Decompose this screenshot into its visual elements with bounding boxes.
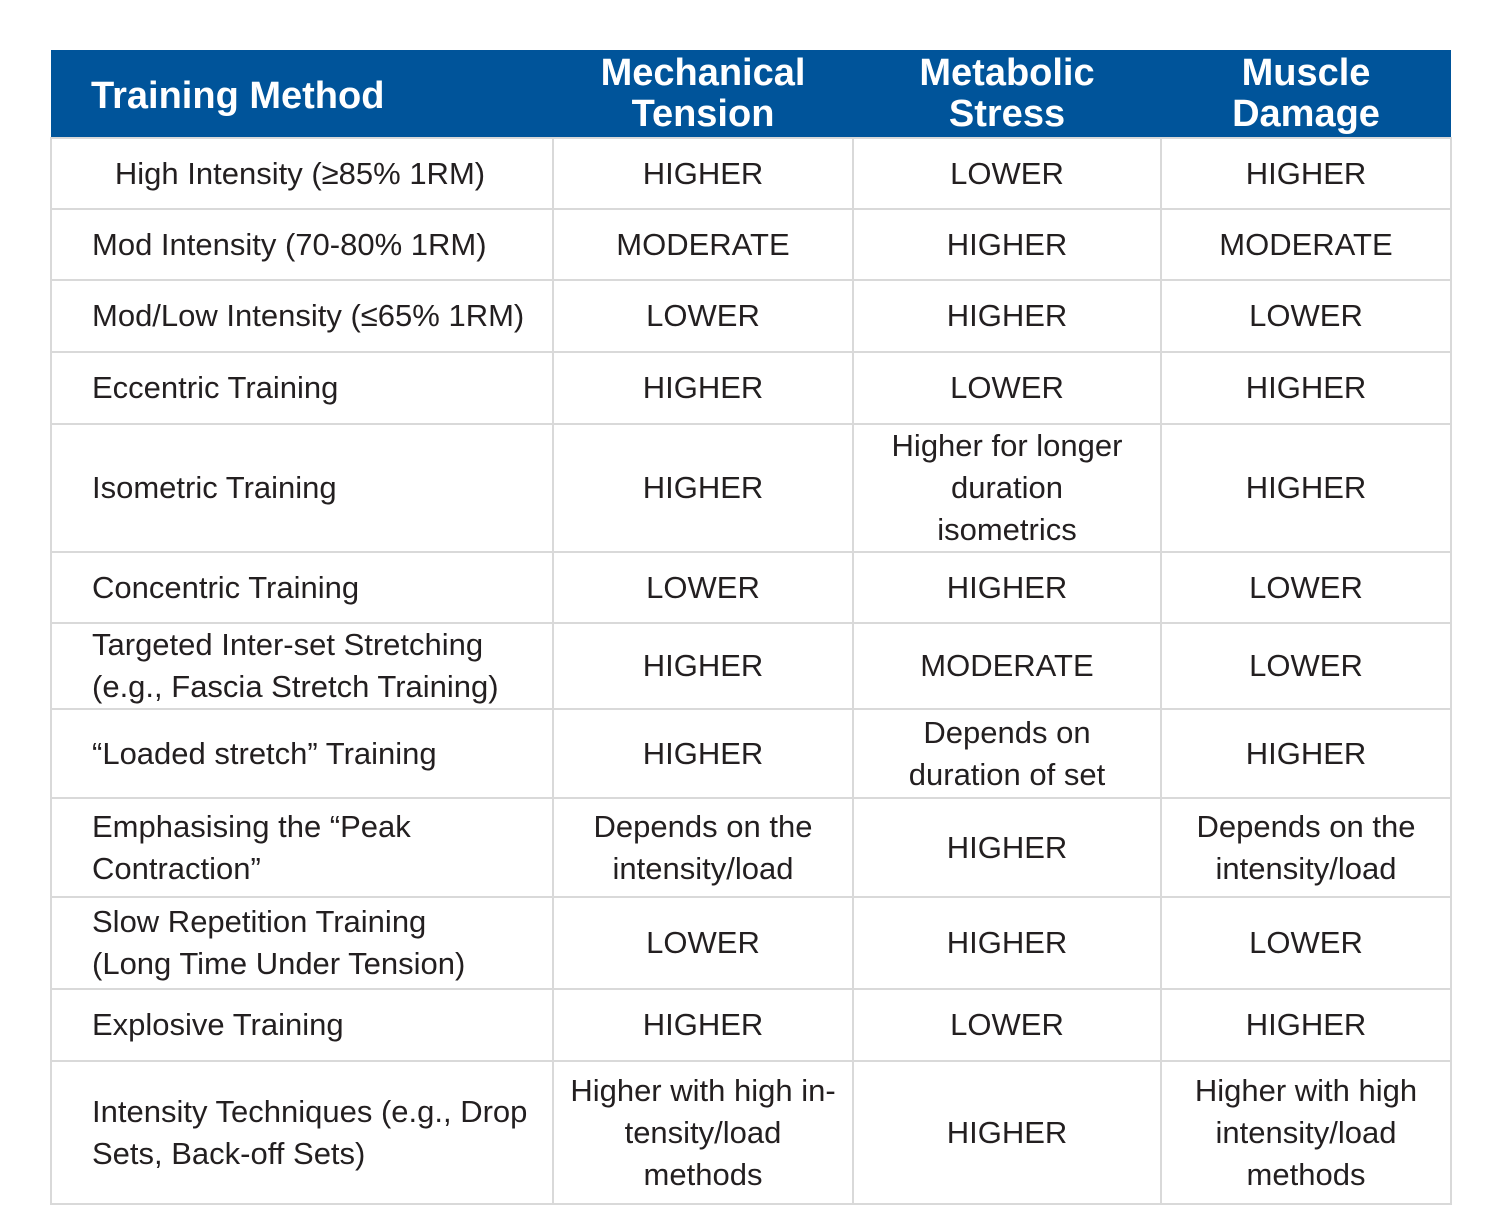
method-cell: Slow Repetition Training (Long Time Unde…	[50, 896, 554, 990]
mechanical-tension-cell: Higher with high in- tensity/load method…	[552, 1060, 854, 1205]
muscle-damage-cell: HIGHER	[1160, 708, 1452, 799]
header-row: Training Method Mechanical Tension Metab…	[51, 50, 1451, 138]
table-row: Concentric Training LOWER HIGHER LOWER	[50, 551, 1452, 624]
mechanical-tension-cell: HIGHER	[552, 708, 854, 799]
table-row: Targeted Inter-set Stretching (e.g., Fas…	[50, 622, 1452, 710]
method-cell: Isometric Training	[50, 423, 554, 553]
table-row: Eccentric Training HIGHER LOWER HIGHER	[50, 351, 1452, 425]
muscle-damage-cell: Depends on the intensity/load	[1160, 797, 1452, 898]
method-cell: Emphasising the “Peak Contraction”	[50, 797, 554, 898]
method-cell: Targeted Inter-set Stretching (e.g., Fas…	[50, 622, 554, 710]
table-row: “Loaded stretch” Training HIGHER Depends o…	[50, 708, 1452, 799]
method-cell: Eccentric Training	[50, 351, 554, 425]
mechanical-tension-cell: MODERATE	[552, 208, 854, 281]
method-cell: “Loaded stretch” Training	[50, 708, 554, 799]
mechanical-tension-cell: LOWER	[552, 896, 854, 990]
method-cell: Mod Intensity (70-80% 1RM)	[50, 208, 554, 281]
metabolic-stress-cell: MODERATE	[852, 622, 1162, 710]
table-row: Slow Repetition Training (Long Time Unde…	[50, 896, 1452, 990]
method-cell: Explosive Training	[50, 988, 554, 1062]
method-cell: Intensity Techniques (e.g., Drop Sets, B…	[50, 1060, 554, 1205]
mechanical-tension-cell: LOWER	[552, 551, 854, 624]
metabolic-stress-cell: HIGHER	[852, 279, 1162, 353]
muscle-damage-cell: LOWER	[1160, 622, 1452, 710]
muscle-damage-cell: Higher with high intensity/load methods	[1160, 1060, 1452, 1205]
mechanical-tension-cell: HIGHER	[552, 351, 854, 425]
metabolic-stress-cell: Higher for longer duration isometrics	[852, 423, 1162, 553]
muscle-damage-cell: HIGHER	[1160, 351, 1452, 425]
metabolic-stress-cell: HIGHER	[852, 1060, 1162, 1205]
table-row: Mod/Low Intensity (≤65% 1RM) LOWER HIGHER L…	[50, 279, 1452, 353]
mechanical-tension-cell: HIGHER	[552, 137, 854, 210]
table-row: High Intensity (≥85% 1RM) HIGHER LOWER HIGH…	[50, 137, 1452, 210]
header-mechanical-tension: Mechanical Tension	[553, 50, 853, 138]
table-body: High Intensity (≥85% 1RM) HIGHER LOWER HIGH…	[50, 137, 1452, 1205]
muscle-damage-cell: MODERATE	[1160, 208, 1452, 281]
table-row: Emphasising the “Peak Contraction” Depend…	[50, 797, 1452, 898]
training-methods-table: Training Method Mechanical Tension Metab…	[50, 50, 1452, 1205]
table-row: Mod Intensity (70-80% 1RM) MODERATE HIGHER…	[50, 208, 1452, 281]
metabolic-stress-cell: HIGHER	[852, 208, 1162, 281]
header-metabolic-stress: Metabolic Stress	[853, 50, 1161, 138]
muscle-damage-cell: LOWER	[1160, 279, 1452, 353]
table-header: Training Method Mechanical Tension Metab…	[51, 50, 1451, 138]
mechanical-tension-cell: LOWER	[552, 279, 854, 353]
mechanical-tension-cell: HIGHER	[552, 423, 854, 553]
method-cell: Concentric Training	[50, 551, 554, 624]
method-cell: Mod/Low Intensity (≤65% 1RM)	[50, 279, 554, 353]
table-row: Isometric Training HIGHER Higher for longe…	[50, 423, 1452, 553]
table-row: Intensity Techniques (e.g., Drop Sets, B…	[50, 1060, 1452, 1205]
metabolic-stress-cell: Depends on duration of set	[852, 708, 1162, 799]
muscle-damage-cell: HIGHER	[1160, 137, 1452, 210]
method-cell: High Intensity (≥85% 1RM)	[50, 137, 554, 210]
metabolic-stress-cell: HIGHER	[852, 797, 1162, 898]
muscle-damage-cell: LOWER	[1160, 896, 1452, 990]
mechanical-tension-cell: HIGHER	[552, 988, 854, 1062]
muscle-damage-cell: HIGHER	[1160, 423, 1452, 553]
metabolic-stress-cell: HIGHER	[852, 551, 1162, 624]
metabolic-stress-cell: LOWER	[852, 988, 1162, 1062]
metabolic-stress-cell: LOWER	[852, 137, 1162, 210]
table-row: Explosive Training HIGHER LOWER HIGHER	[50, 988, 1452, 1062]
muscle-damage-cell: LOWER	[1160, 551, 1452, 624]
mechanical-tension-cell: Depends on the intensity/load	[552, 797, 854, 898]
header-muscle-damage: Muscle Damage	[1161, 50, 1451, 138]
header-training-method: Training Method	[51, 50, 553, 138]
metabolic-stress-cell: LOWER	[852, 351, 1162, 425]
comparison-table-container: Training Method Mechanical Tension Metab…	[50, 50, 1452, 1205]
muscle-damage-cell: HIGHER	[1160, 988, 1452, 1062]
metabolic-stress-cell: HIGHER	[852, 896, 1162, 990]
mechanical-tension-cell: HIGHER	[552, 622, 854, 710]
